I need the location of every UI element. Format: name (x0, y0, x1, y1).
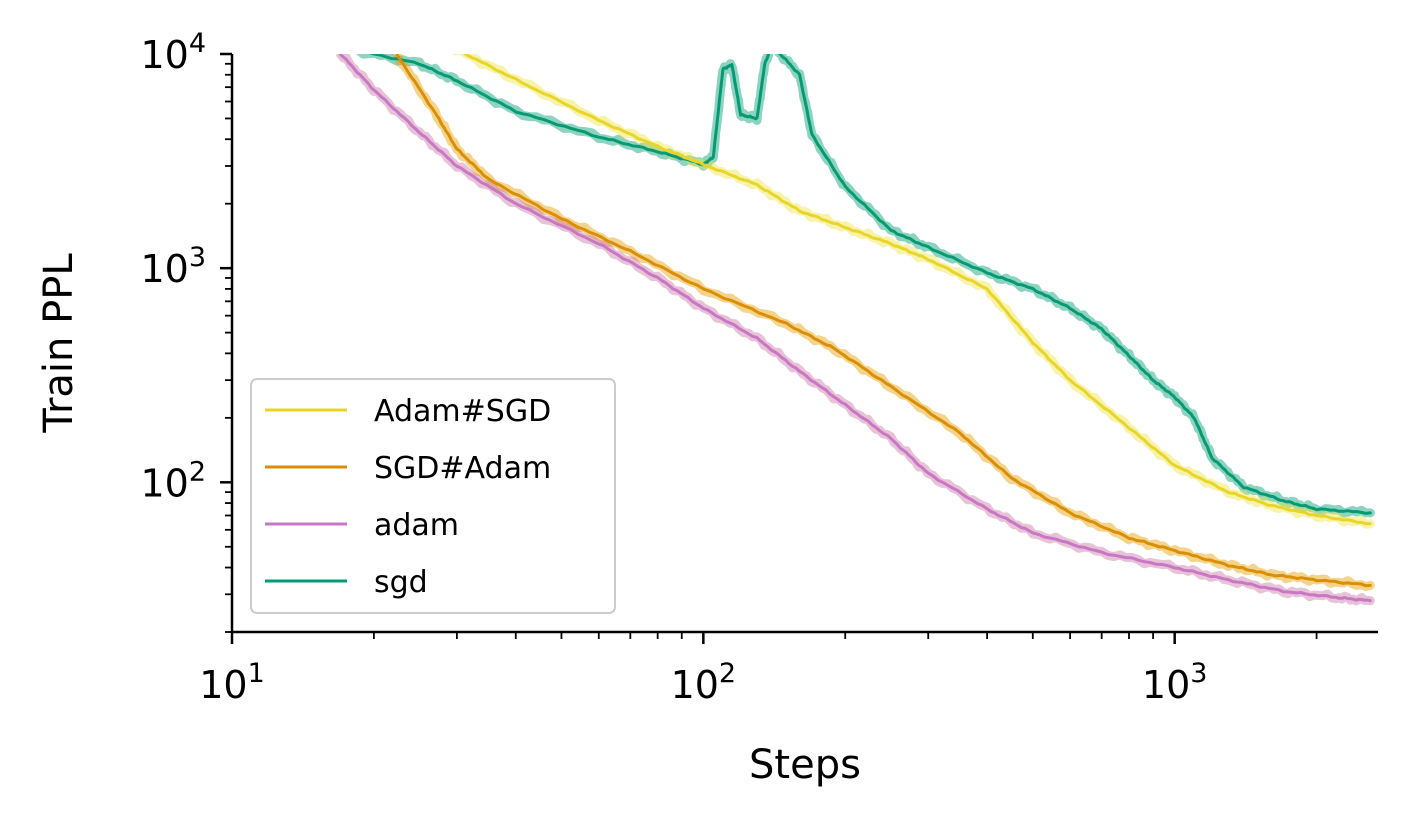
legend-label: SGD#Adam (374, 451, 551, 486)
series-line-SGD#Adam (394, 54, 1372, 588)
y-ticks: 102 103 104 (140, 28, 232, 633)
legend: Adam#SGD SGD#Adam adam sgd (250, 378, 616, 614)
axes (230, 54, 1378, 634)
legend-label: Adam#SGD (374, 394, 551, 429)
x-ticks: 101 102 103 (199, 632, 1318, 707)
series-line-layer (339, 54, 1372, 603)
y-tick-label: 104 (140, 28, 206, 77)
y-tick-label: 103 (140, 242, 206, 291)
y-tick-label: 102 (140, 456, 206, 505)
legend-box (250, 378, 616, 614)
x-axis-label: Steps (749, 742, 861, 788)
series-line-Adam#SGD (462, 54, 1372, 526)
x-tick-label: 103 (1142, 658, 1208, 707)
x-tick-label: 102 (671, 658, 737, 707)
legend-label: adam (374, 508, 459, 543)
series-line-sgd (368, 54, 1372, 515)
series-line-adam (339, 54, 1372, 603)
x-tick-label: 101 (199, 658, 265, 707)
legend-label: sgd (374, 565, 428, 600)
y-axis-label: Train PPL (36, 253, 82, 434)
